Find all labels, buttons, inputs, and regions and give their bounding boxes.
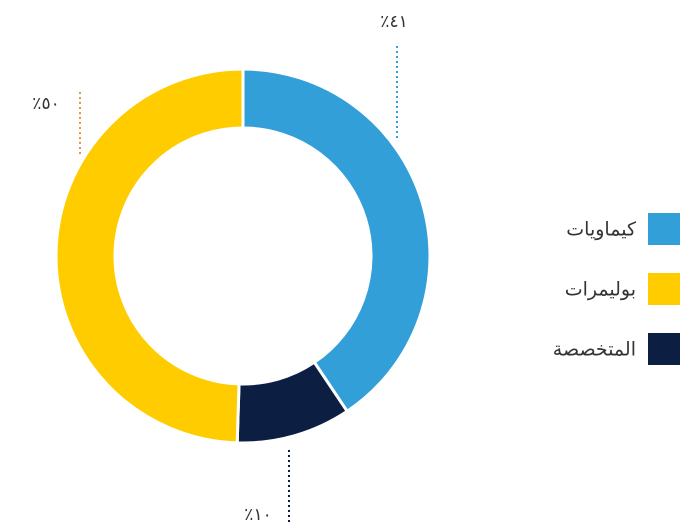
legend-swatch	[648, 333, 680, 365]
value-label: ٪٤١	[380, 12, 407, 32]
donut-slice	[54, 67, 245, 445]
legend-label: بوليمرات	[565, 279, 636, 301]
legend-swatch	[648, 273, 680, 305]
value-label: ٪٥٠	[32, 94, 59, 114]
value-label: ٪١٠	[244, 505, 271, 525]
donut-slice	[241, 67, 432, 414]
legend-swatch	[648, 213, 680, 245]
legend-label: المتخصصة	[553, 339, 636, 361]
legend-label: كيماويات	[566, 219, 637, 241]
